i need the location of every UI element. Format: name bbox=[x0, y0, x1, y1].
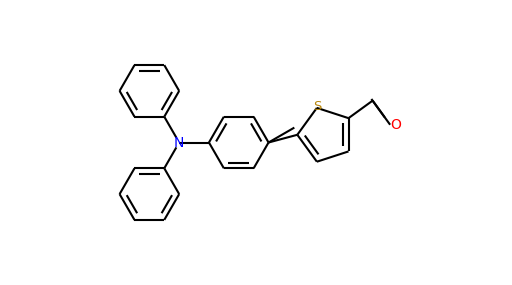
Text: S: S bbox=[313, 100, 321, 113]
Text: N: N bbox=[174, 135, 184, 150]
Text: O: O bbox=[390, 118, 401, 132]
